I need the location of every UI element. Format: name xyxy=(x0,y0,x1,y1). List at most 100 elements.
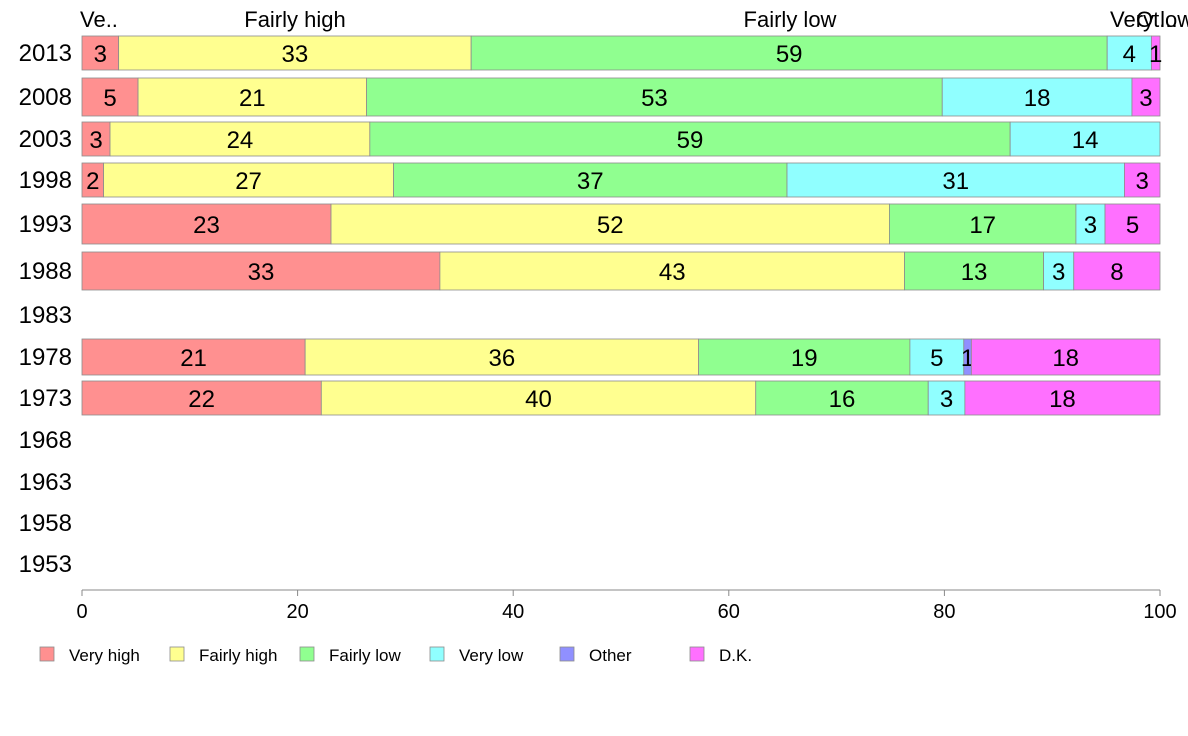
legend-label-very-high: Very high xyxy=(69,646,140,665)
data-label-fairly-high-2003: 24 xyxy=(227,127,254,154)
y-tick-label-1988: 1988 xyxy=(19,258,72,285)
data-label-fairly-high-1978: 36 xyxy=(489,345,516,372)
bar-d-k-1978 xyxy=(970,338,1161,376)
data-label-fairly-low-2003: 59 xyxy=(677,127,704,154)
bar-fairly-high-1973 xyxy=(320,380,757,416)
data-label-very-high-2003: 3 xyxy=(89,127,102,154)
bar-fairly-low-2003 xyxy=(369,121,1011,157)
bar-fairly-low-2013 xyxy=(470,35,1108,71)
bar-fairly-high-1993 xyxy=(330,203,890,245)
bar-fairly-high-2013 xyxy=(118,35,472,71)
data-label-very-high-2013: 3 xyxy=(94,41,107,68)
data-label-fairly-high-2013: 33 xyxy=(282,41,309,68)
data-label-d-k-1978: 18 xyxy=(1052,345,1079,372)
data-label-fairly-low-1993: 17 xyxy=(969,212,996,239)
data-label-very-low-1993: 3 xyxy=(1084,212,1097,239)
legend-label-very-low: Very low xyxy=(459,646,524,665)
legend-swatch-d-k xyxy=(689,646,705,662)
data-label-very-low-1988: 3 xyxy=(1052,259,1065,286)
bar-fairly-high-1988 xyxy=(439,251,905,291)
bar-very-low-1973 xyxy=(927,380,966,416)
bars: 3 33 59 4 15 21 53 18 33 24 59 142 27 37 31 323 52 17 3 533… xyxy=(81,35,1162,416)
data-label-d-k-2013: 1 xyxy=(1149,41,1162,68)
data-label-very-low-2003: 14 xyxy=(1072,127,1099,154)
x-tick-label-40: 40 xyxy=(502,601,524,623)
x-tick-label-80: 80 xyxy=(933,601,955,623)
bar-very-high-1988 xyxy=(81,251,441,291)
legend-swatch-very-high xyxy=(39,646,55,662)
top-label-ot: Ot... xyxy=(1136,7,1178,32)
data-label-d-k-1973: 18 xyxy=(1049,386,1076,413)
legend-swatch-fairly-high xyxy=(169,646,185,662)
data-label-fairly-high-2008: 21 xyxy=(239,85,266,112)
data-label-d-k-1988: 8 xyxy=(1110,259,1123,286)
bar-d-k-1993 xyxy=(1104,203,1161,245)
data-label-other-1978: 1 xyxy=(961,345,974,372)
bar-very-low-2008 xyxy=(941,77,1133,117)
bar-very-high-2003 xyxy=(81,121,111,157)
legend-label-fairly-high: Fairly high xyxy=(199,646,277,665)
top-label-fairly-low: Fairly low xyxy=(744,7,837,32)
y-tick-label-2008: 2008 xyxy=(19,84,72,111)
bar-very-high-1978 xyxy=(81,338,306,376)
data-label-very-high-1998: 2 xyxy=(86,168,99,195)
y-tick-label-1973: 1973 xyxy=(19,385,72,412)
data-label-fairly-high-1988: 43 xyxy=(659,259,686,286)
x-tick-label-20: 20 xyxy=(286,601,308,623)
y-axis: 2013 2008 2003 1998 1993 1988 1983 1978 1973 1968… xyxy=(19,40,72,578)
bar-very-low-2013 xyxy=(1106,35,1152,71)
bar-d-k-1998 xyxy=(1124,162,1161,198)
legend-label-other: Other xyxy=(589,646,632,665)
bar-fairly-low-2008 xyxy=(366,77,943,117)
x-tick-label-100: 100 xyxy=(1143,601,1176,623)
bar-very-low-1978 xyxy=(909,338,965,376)
legend-swatch-other xyxy=(559,646,575,662)
bar-d-k-2008 xyxy=(1131,77,1161,117)
data-label-fairly-low-1998: 37 xyxy=(577,168,604,195)
data-label-very-high-1978: 21 xyxy=(180,345,207,372)
y-tick-label-1963: 1963 xyxy=(19,469,72,496)
bar-fairly-low-1988 xyxy=(904,251,1044,291)
bar-fairly-low-1998 xyxy=(393,162,788,198)
bar-very-high-1973 xyxy=(81,380,322,416)
data-label-fairly-low-2013: 59 xyxy=(776,41,803,68)
data-label-very-high-2008: 5 xyxy=(103,85,116,112)
bar-d-k-2013 xyxy=(1150,35,1161,71)
data-label-fairly-low-1988: 13 xyxy=(961,259,988,286)
bar-fairly-high-2008 xyxy=(137,77,367,117)
data-label-very-low-2008: 18 xyxy=(1024,85,1051,112)
data-label-d-k-1993: 5 xyxy=(1126,212,1139,239)
data-label-fairly-low-1973: 16 xyxy=(829,386,856,413)
bar-very-low-1998 xyxy=(786,162,1125,198)
data-label-fairly-high-1993: 52 xyxy=(597,212,624,239)
top-label-very-low: Very low xyxy=(1110,7,1188,32)
bar-very-low-2003 xyxy=(1009,121,1161,157)
y-tick-label-1983: 1983 xyxy=(19,302,72,329)
data-label-fairly-high-1998: 27 xyxy=(235,168,262,195)
y-tick-label-1958: 1958 xyxy=(19,510,72,537)
bar-fairly-high-1998 xyxy=(103,162,394,198)
bar-fairly-high-2003 xyxy=(109,121,371,157)
legend-label-d-k: D.K. xyxy=(719,646,752,665)
top-label-ve: Ve.. xyxy=(80,7,118,32)
legend-label-fairly-low: Fairly low xyxy=(329,646,402,665)
y-tick-label-1953: 1953 xyxy=(19,551,72,578)
data-label-very-low-1978: 5 xyxy=(930,345,943,372)
bar-very-high-2008 xyxy=(81,77,139,117)
data-label-very-high-1973: 22 xyxy=(188,386,215,413)
data-label-fairly-low-2008: 53 xyxy=(641,85,668,112)
data-label-very-low-2013: 4 xyxy=(1123,41,1136,68)
data-label-very-low-1998: 31 xyxy=(942,168,969,195)
legend-swatch-very-low xyxy=(429,646,445,662)
data-label-very-high-1988: 33 xyxy=(248,259,275,286)
data-label-very-high-1993: 23 xyxy=(193,212,220,239)
bar-very-high-1993 xyxy=(81,203,332,245)
data-label-very-low-1973: 3 xyxy=(940,386,953,413)
y-tick-label-2013: 2013 xyxy=(19,40,72,67)
y-tick-label-2003: 2003 xyxy=(19,126,72,153)
bar-very-low-1993 xyxy=(1075,203,1106,245)
y-tick-label-1968: 1968 xyxy=(19,427,72,454)
x-tick-label-60: 60 xyxy=(718,601,740,623)
bar-d-k-1973 xyxy=(964,380,1161,416)
